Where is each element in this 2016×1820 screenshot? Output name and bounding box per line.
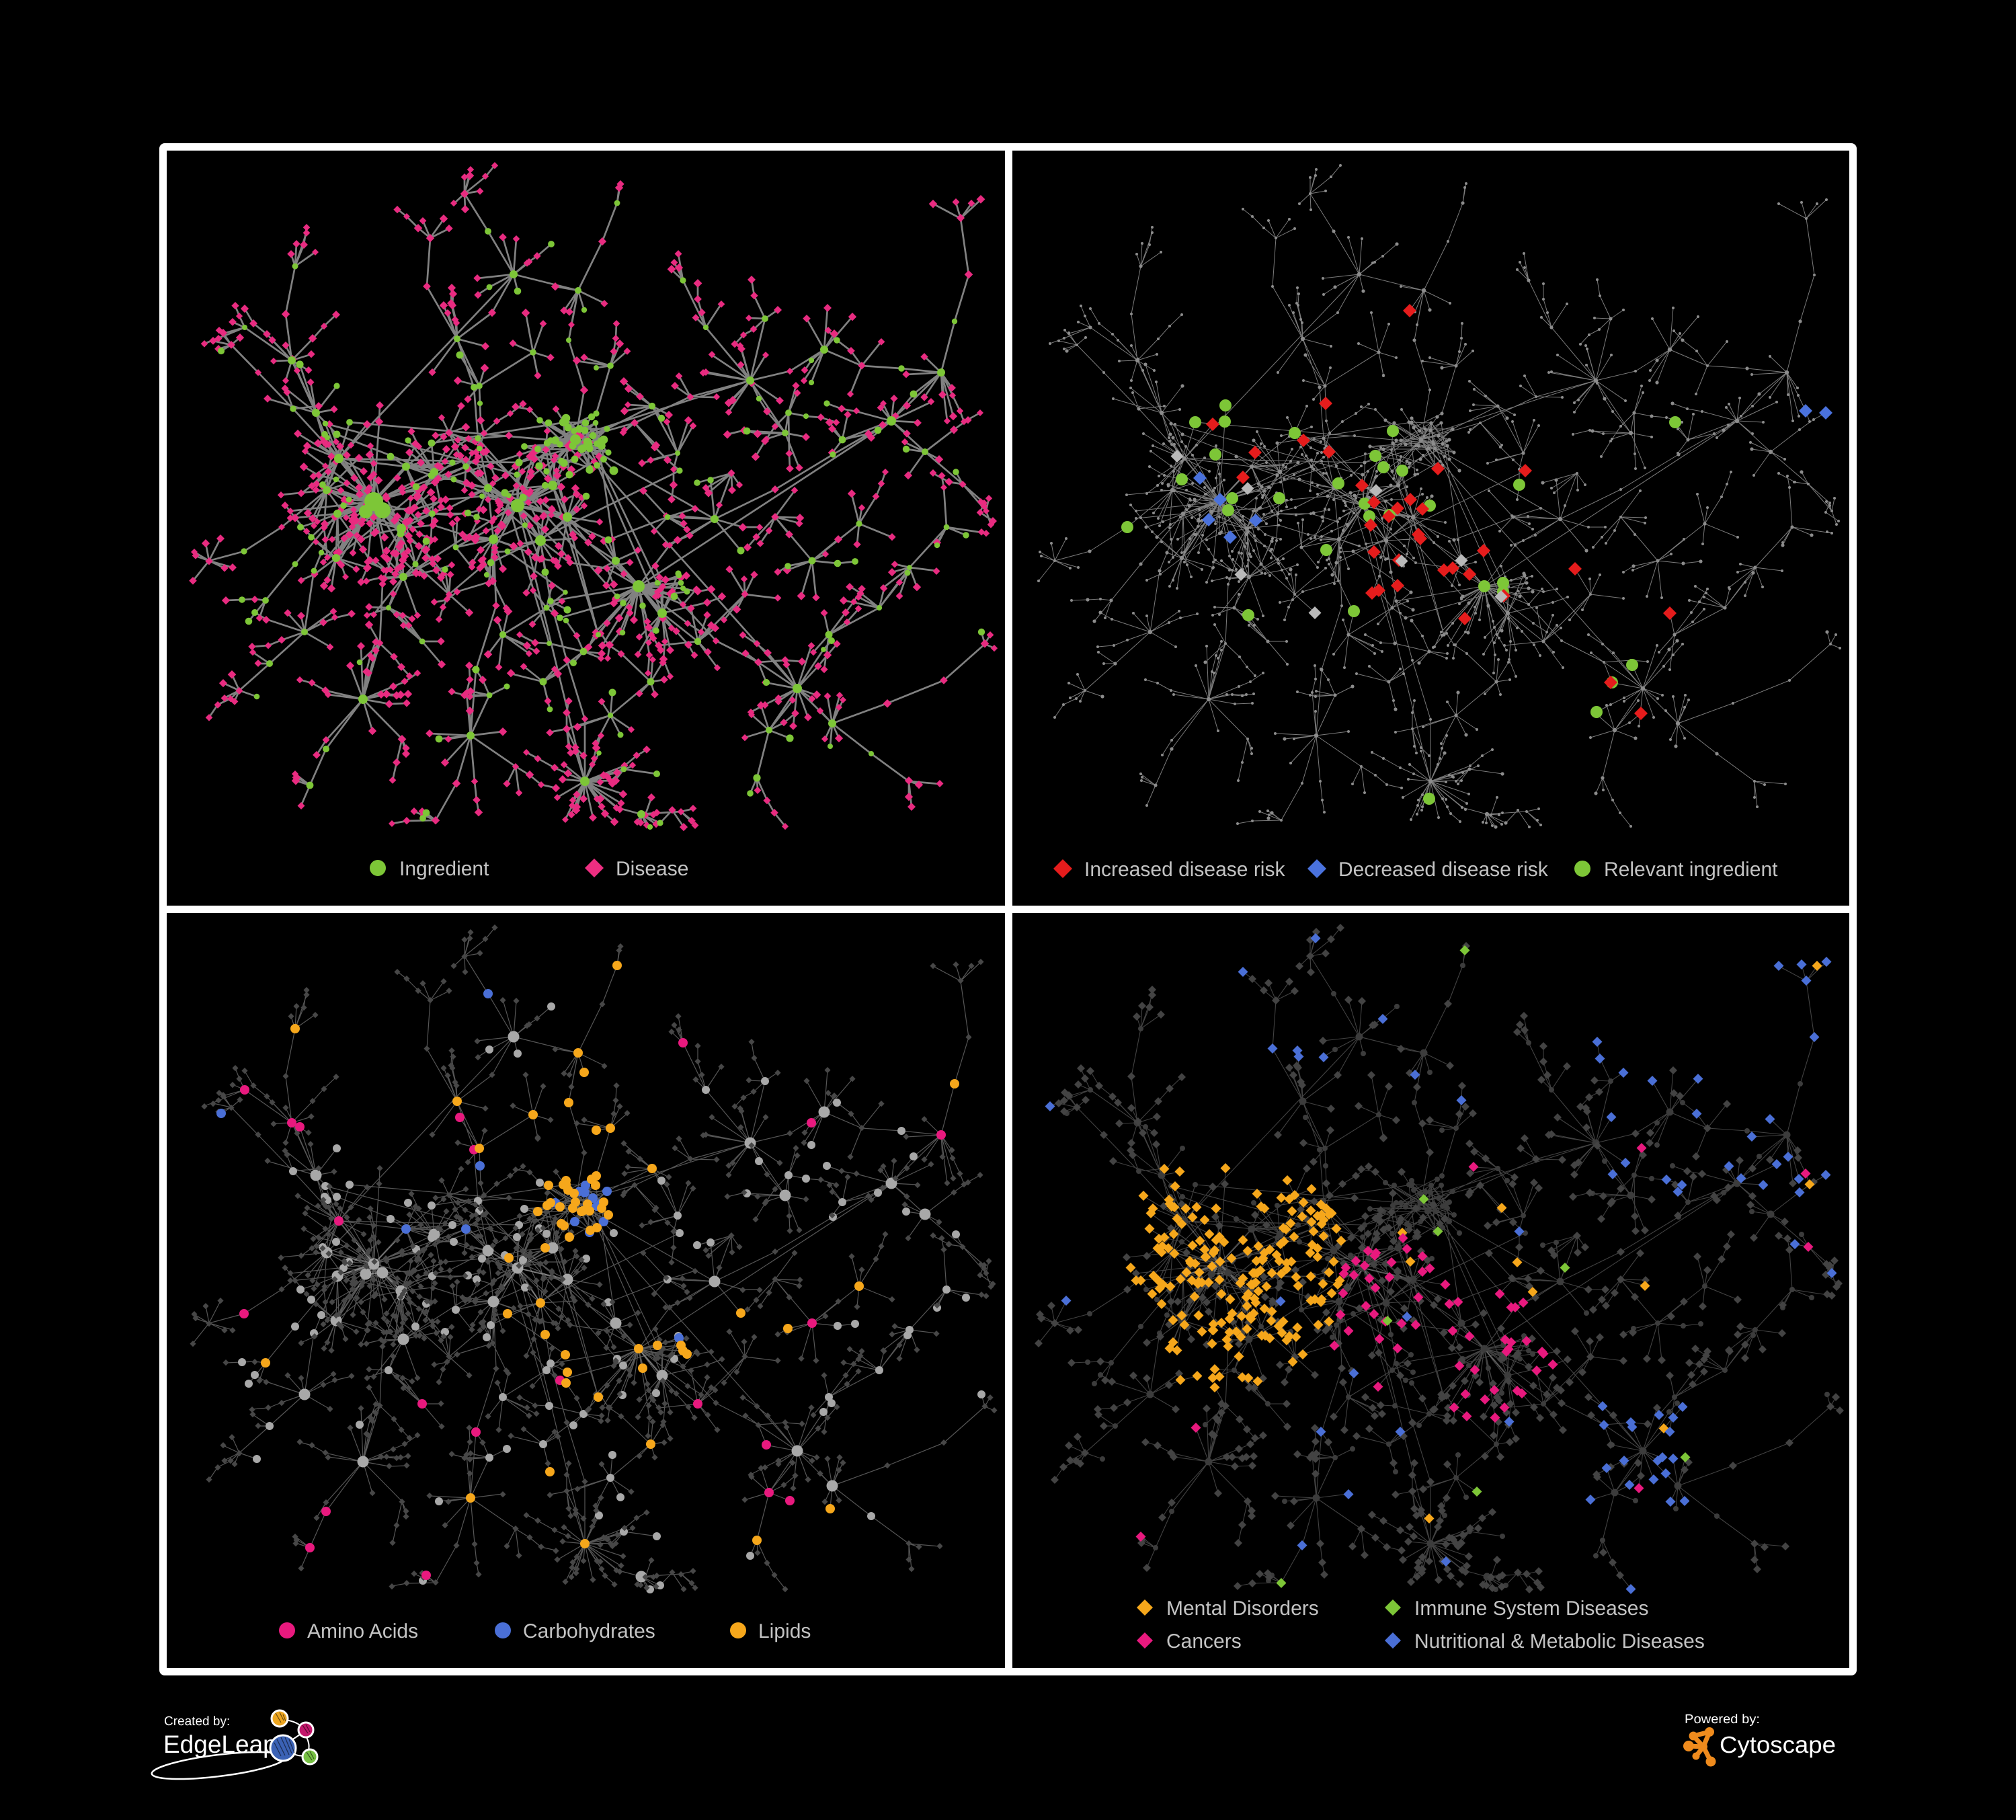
svg-text:Relevant ingredient: Relevant ingredient (1604, 859, 1778, 881)
svg-text:Carbohydrates: Carbohydrates (523, 1620, 655, 1643)
svg-text:Powered by:: Powered by: (1685, 1712, 1760, 1727)
svg-text:Ingredient: Ingredient (399, 858, 489, 880)
svg-text:Nutritional & Metabolic Diseas: Nutritional & Metabolic Diseases (1414, 1630, 1705, 1653)
svg-text:Lipids: Lipids (758, 1620, 811, 1643)
svg-text:Immune System Diseases: Immune System Diseases (1414, 1597, 1648, 1620)
svg-text:Increased disease risk: Increased disease risk (1084, 859, 1285, 881)
svg-text:Mental Disorders: Mental Disorders (1166, 1597, 1319, 1620)
svg-text:Decreased disease risk: Decreased disease risk (1338, 859, 1549, 881)
svg-text:Created by:: Created by: (164, 1714, 230, 1729)
svg-text:Cytoscape: Cytoscape (1720, 1732, 1836, 1758)
svg-text:Amino Acids: Amino Acids (307, 1620, 418, 1643)
svg-text:Cancers: Cancers (1166, 1630, 1242, 1653)
svg-text:Disease: Disease (616, 858, 688, 880)
svg-text:EdgeLeap: EdgeLeap (163, 1731, 277, 1758)
